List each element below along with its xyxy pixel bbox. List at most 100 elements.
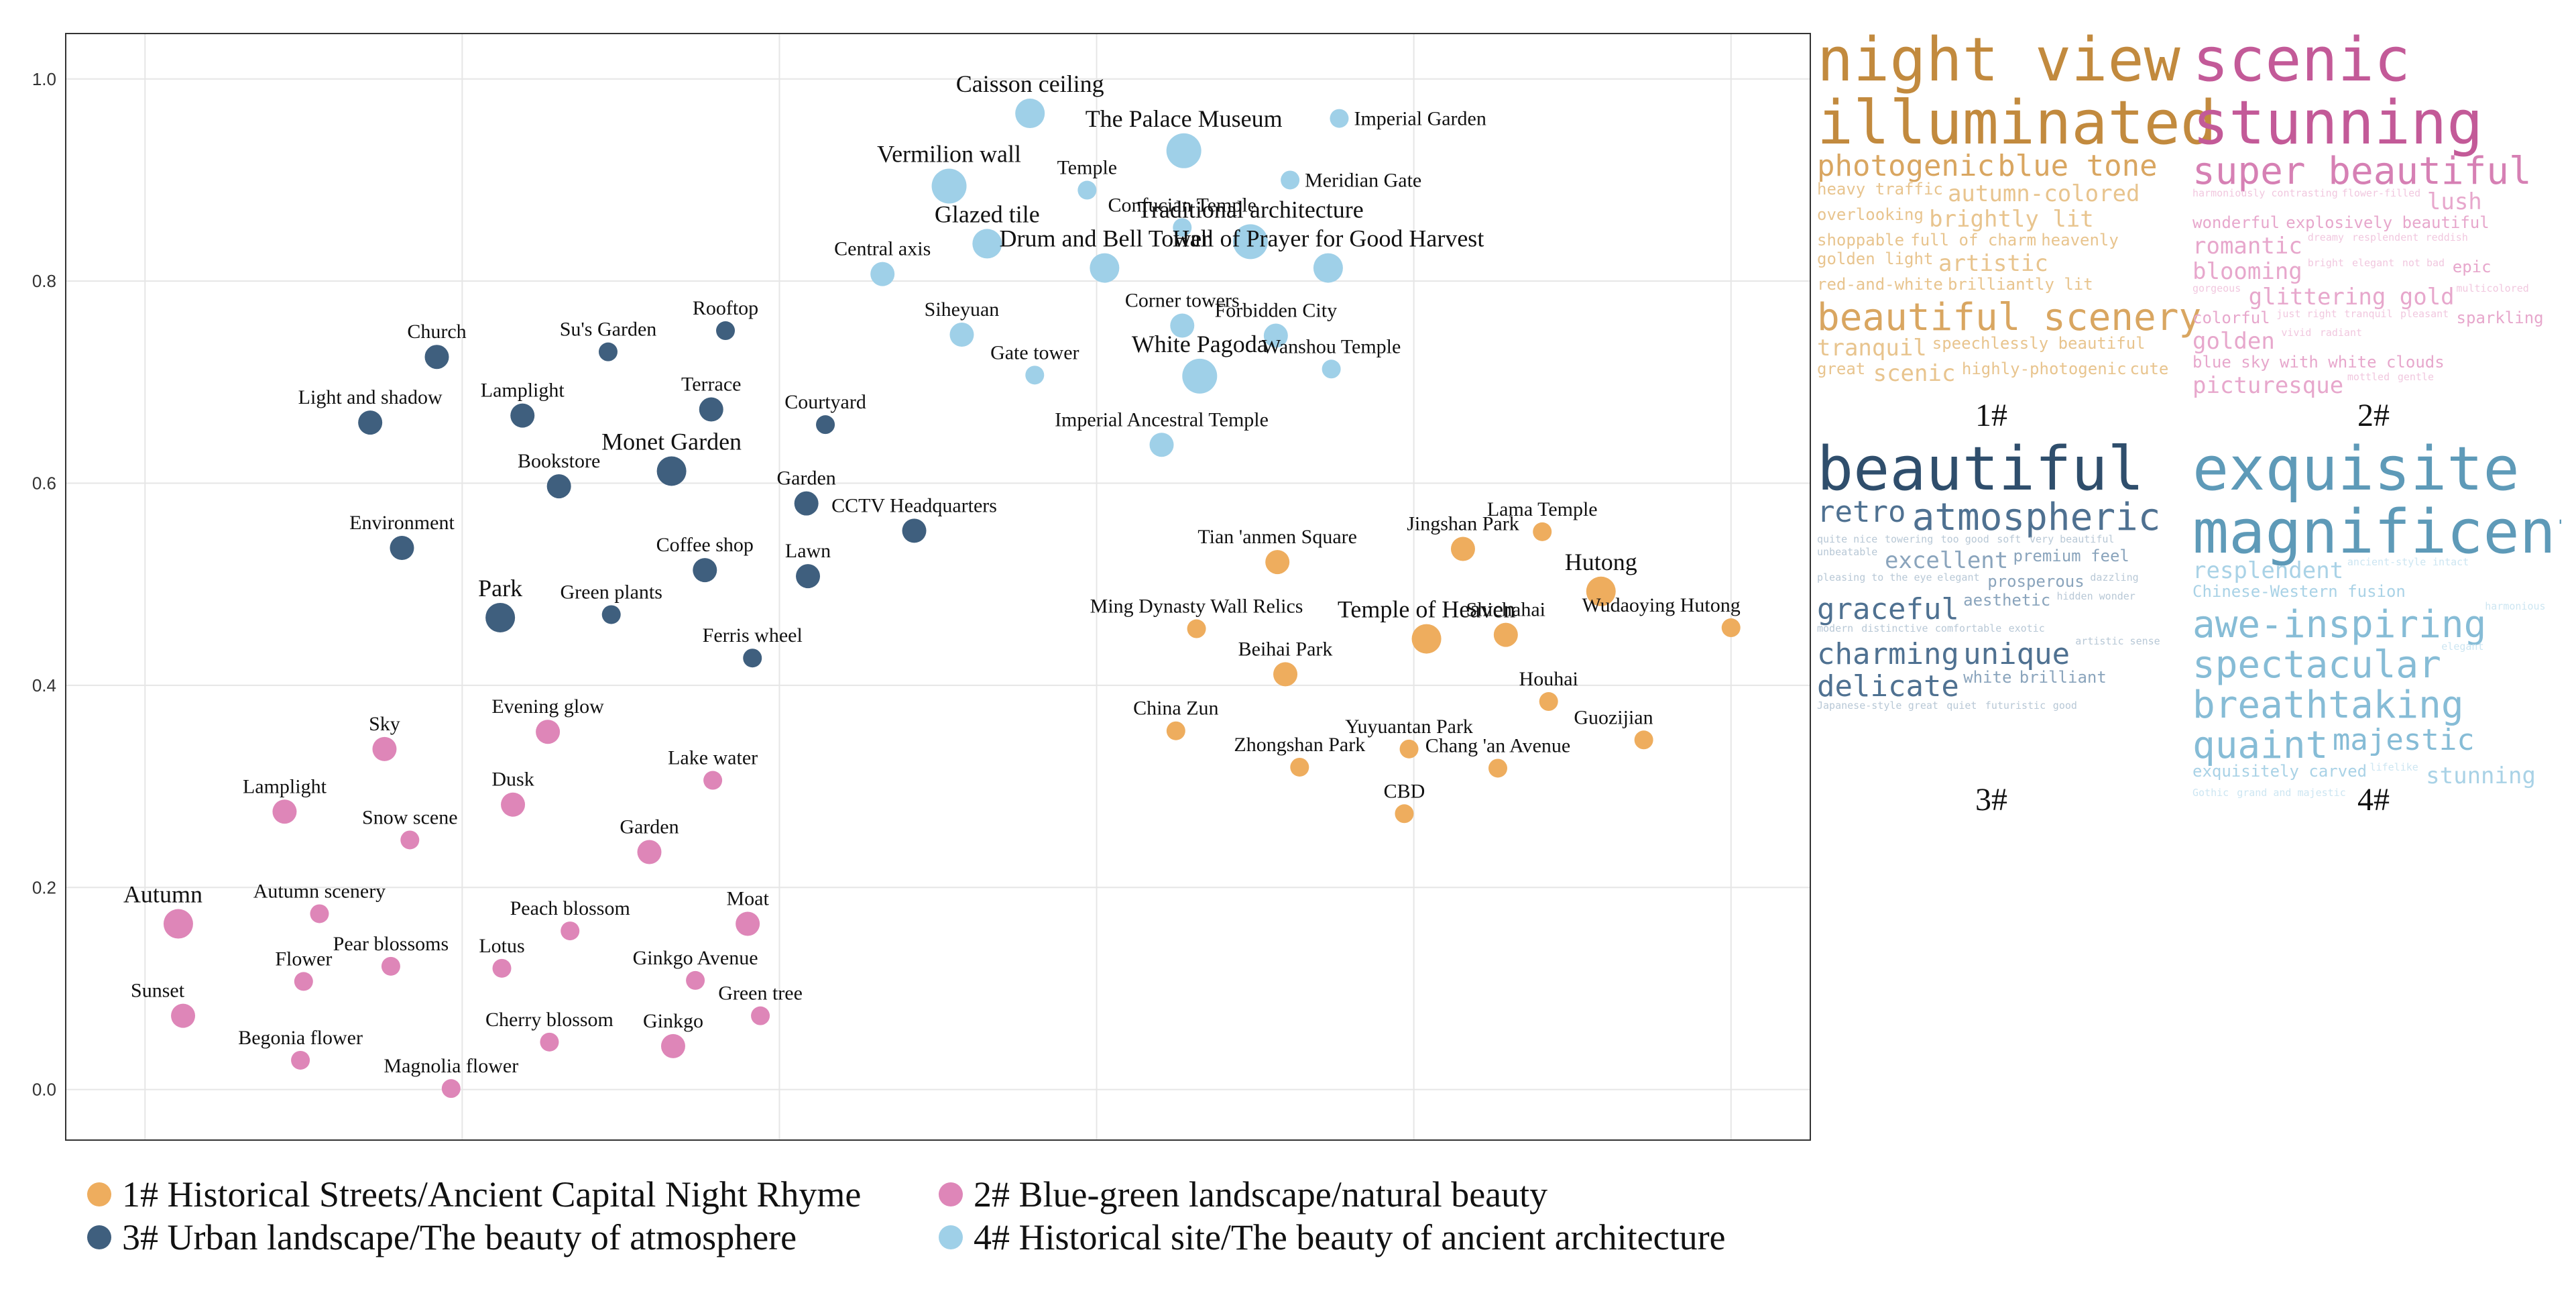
cloud-word: super beautiful	[2192, 150, 2532, 193]
point-label-ginkgo: Ginkgo	[643, 1010, 703, 1032]
point-label-beihai-park: Beihai Park	[1238, 638, 1333, 660]
point-label-cherry-blossom: Cherry blossom	[485, 1009, 613, 1031]
x-tick-label: 1.0	[1719, 1152, 1743, 1154]
point-label-temple: Temple	[1057, 157, 1118, 179]
point-label-park: Park	[478, 575, 522, 602]
point-label-lamplight: Lamplight	[481, 380, 565, 402]
point-peach-blossom	[561, 921, 580, 941]
word-cloud-label: 2#	[2357, 398, 2390, 433]
point-cherry-blossom	[540, 1032, 559, 1052]
point-tian-anmen-square	[1265, 550, 1290, 575]
cloud-word: charming	[1817, 637, 1959, 671]
legend-label: 2# Blue-green landscape/natural beauty	[974, 1174, 1548, 1215]
cloud-word: unique	[1963, 637, 2070, 671]
point-meridian-gate	[1281, 170, 1300, 190]
cloud-word: multicolored	[2456, 282, 2528, 294]
legend-label: 1# Historical Streets/Ancient Capital Ni…	[122, 1174, 862, 1215]
point-ming-dynasty-wall-relics	[1187, 619, 1206, 638]
legend-swatch	[87, 1182, 111, 1206]
cloud-word: lush	[2427, 188, 2482, 215]
cloud-word: awe-inspiring	[2192, 603, 2486, 646]
cloud-word: elegant	[2352, 257, 2394, 269]
point-label-sky: Sky	[369, 713, 400, 735]
cloud-word: brilliant	[2019, 668, 2107, 687]
point-ginkgo-avenue	[686, 970, 705, 990]
cloud-word: aesthetic	[1963, 591, 2050, 610]
cloud-word: highly-photogenic	[1962, 359, 2127, 378]
cloud-word: night view	[1817, 25, 2181, 95]
cloud-word: just right	[2276, 308, 2337, 320]
y-tick-label: 0.6	[32, 473, 56, 494]
cloud-word: prosperous	[1987, 572, 2085, 591]
point-label-lama-temple: Lama Temple	[1487, 498, 1598, 520]
point-label-rooftop: Rooftop	[693, 297, 758, 319]
cloud-word: heavenly	[2041, 231, 2119, 249]
point-confucian-temple	[1173, 218, 1192, 237]
y-tick-label: 0.0	[32, 1080, 56, 1100]
cloud-word: flower-filled	[2342, 187, 2420, 199]
point-vermilion-wall	[931, 168, 967, 204]
cloud-word: comfortable	[1935, 622, 2001, 634]
point-label-flower: Flower	[275, 948, 332, 970]
cloud-word: spectacular	[2192, 643, 2441, 687]
point-label-drum-and-bell-tower: Drum and Bell Tower	[999, 225, 1210, 252]
point-label-yuyuantan-park: Yuyuantan Park	[1345, 716, 1473, 738]
word-cloud-label: 3#	[1975, 782, 2007, 818]
point-label-hall-of-prayer-for-good-harvest: Hall of Prayer for Good Harvest	[1172, 225, 1484, 252]
point-label-ferris-wheel: Ferris wheel	[703, 624, 803, 646]
cloud-word: dazzling	[2090, 571, 2138, 583]
point-terrace	[699, 397, 723, 422]
point-label-wudaoying-hutong: Wudaoying Hutong	[1582, 594, 1740, 616]
point-label-light-and-shadow: Light and shadow	[298, 386, 443, 408]
point-yuyuantan-park	[1399, 739, 1419, 758]
cloud-word: stunning	[2426, 763, 2536, 789]
point-lawn	[796, 564, 821, 589]
point-hutong	[1586, 576, 1616, 606]
point-houhai	[1539, 692, 1558, 712]
cloud-word: intact	[2433, 556, 2469, 568]
cloud-word: quaint	[2192, 724, 2328, 767]
cloud-word: gentle	[2398, 371, 2434, 383]
point-label-moat: Moat	[726, 888, 769, 910]
cloud-word: tranquil	[2344, 308, 2392, 320]
cloud-word: blue tone	[1997, 149, 2157, 183]
point-label-lotus: Lotus	[479, 935, 524, 957]
point-central-axis	[870, 262, 895, 286]
x-tick-label: 0.4	[767, 1152, 791, 1154]
legend-item-cluster-4: 4# Historical site/The beauty of ancient…	[939, 1217, 1726, 1258]
point-label-siheyuan: Siheyuan	[925, 298, 1000, 321]
point-label-central-axis: Central axis	[834, 238, 931, 260]
point-cctv-headquarters	[902, 518, 927, 543]
point-label-jingshan-park: Jingshan Park	[1407, 512, 1519, 535]
cloud-word: pleasing to the eye	[1817, 571, 1932, 583]
point-bookstore	[546, 474, 571, 499]
point-corner-towers	[1170, 313, 1195, 338]
point-evening-glow	[536, 720, 561, 744]
point-wanshou-temple	[1322, 359, 1341, 379]
cloud-word: modern	[1817, 622, 1853, 634]
point-courtyard	[816, 415, 835, 435]
point-autumn	[163, 909, 193, 939]
cloud-word: beautiful scenery	[1817, 296, 2201, 339]
point-cbd	[1395, 804, 1414, 824]
point-label-gate-tower: Gate tower	[990, 341, 1079, 363]
data-points	[163, 99, 1741, 1099]
point-green-tree	[751, 1006, 770, 1025]
point-label-pear-blossoms: Pear blossoms	[333, 933, 449, 955]
point-label-imperial-ancestral-temple: Imperial Ancestral Temple	[1055, 408, 1269, 431]
cloud-word: quiet	[1946, 699, 1977, 712]
point-siheyuan	[949, 323, 974, 347]
point-label-lawn: Lawn	[785, 540, 831, 562]
cloud-word: elegant	[2441, 640, 2483, 653]
cloud-word: grand and majestic	[2237, 787, 2346, 799]
point-label-hutong: Hutong	[1565, 549, 1637, 575]
point-label-guozijian: Guozijian	[1574, 706, 1653, 728]
point-garden	[794, 491, 819, 516]
cloud-word: radiant	[2320, 327, 2362, 339]
legend-item-cluster-3: 3# Urban landscape/The beauty of atmosph…	[87, 1217, 797, 1258]
cloud-word: resplendent	[2192, 557, 2343, 584]
point-garden	[637, 840, 662, 864]
point-monet-garden	[656, 456, 687, 486]
cloud-word: glittering gold	[2249, 284, 2455, 311]
